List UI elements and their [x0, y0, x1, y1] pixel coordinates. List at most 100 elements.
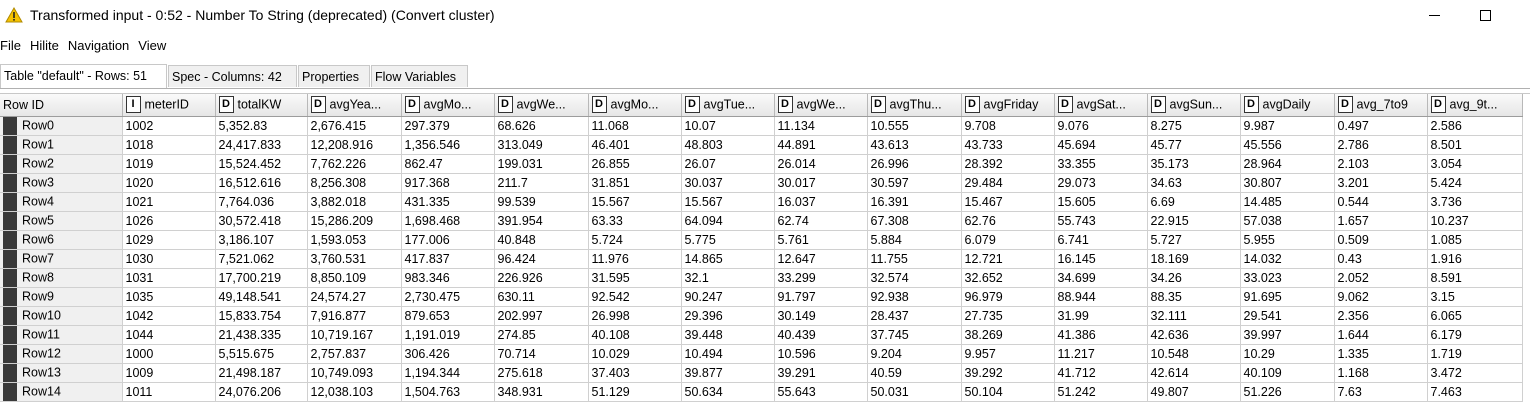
- column-header-row-id[interactable]: Row ID: [0, 94, 123, 117]
- table-cell[interactable]: 10,719.167: [307, 325, 402, 345]
- table-cell[interactable]: 1044: [122, 325, 216, 345]
- table-cell[interactable]: 1,698.468: [401, 211, 495, 231]
- table-cell[interactable]: 16.391: [867, 192, 962, 212]
- table-cell[interactable]: 50.634: [681, 382, 775, 402]
- table-cell[interactable]: 41.712: [1054, 363, 1148, 383]
- table-cell[interactable]: 42.636: [1147, 325, 1241, 345]
- table-cell[interactable]: 2.356: [1334, 306, 1428, 326]
- table-cell[interactable]: 15.467: [961, 192, 1055, 212]
- table-cell[interactable]: 8,256.308: [307, 173, 402, 193]
- table-cell[interactable]: 24,574.27: [307, 287, 402, 307]
- table-row[interactable]: Row12 1000 5,515.675 2,757.837 306.426 70.714…: [0, 344, 1523, 364]
- table-cell[interactable]: 5.424: [1427, 173, 1523, 193]
- row-id-cell[interactable]: Row3: [0, 173, 123, 193]
- table-cell[interactable]: 17,700.219: [215, 268, 308, 288]
- menu-file[interactable]: File: [0, 38, 21, 53]
- table-cell[interactable]: 2,730.475: [401, 287, 495, 307]
- menu-hilite[interactable]: Hilite: [29, 38, 59, 53]
- table-cell[interactable]: 50.031: [867, 382, 962, 402]
- table-cell[interactable]: 62.76: [961, 211, 1055, 231]
- table-cell[interactable]: 1.657: [1334, 211, 1428, 231]
- table-cell[interactable]: 2.052: [1334, 268, 1428, 288]
- table-cell[interactable]: 88.944: [1054, 287, 1148, 307]
- table-cell[interactable]: 0.509: [1334, 230, 1428, 250]
- table-cell[interactable]: 31.595: [588, 268, 682, 288]
- table-cell[interactable]: 1018: [122, 135, 216, 155]
- table-cell[interactable]: 6.179: [1427, 325, 1523, 345]
- row-id-cell[interactable]: Row2: [0, 154, 123, 174]
- table-cell[interactable]: 5.955: [1240, 230, 1335, 250]
- table-cell[interactable]: 11.976: [588, 249, 682, 269]
- table-cell[interactable]: 28.964: [1240, 154, 1335, 174]
- table-cell[interactable]: 879.653: [401, 306, 495, 326]
- table-cell[interactable]: 11.755: [867, 249, 962, 269]
- table-cell[interactable]: 1,504.763: [401, 382, 495, 402]
- table-cell[interactable]: 2.103: [1334, 154, 1428, 174]
- table-cell[interactable]: 9.076: [1054, 116, 1148, 136]
- menu-navigation[interactable]: Navigation: [67, 38, 130, 53]
- table-cell[interactable]: 7.63: [1334, 382, 1428, 402]
- table-cell[interactable]: 10,749.093: [307, 363, 402, 383]
- table-row[interactable]: Row3 1020 16,512.616 8,256.308 917.368 211.7 3…: [0, 173, 1523, 193]
- table-cell[interactable]: 26.998: [588, 306, 682, 326]
- table-cell[interactable]: 14.032: [1240, 249, 1335, 269]
- table-cell[interactable]: 10.548: [1147, 344, 1241, 364]
- table-cell[interactable]: 5,515.675: [215, 344, 308, 364]
- table-cell[interactable]: 34.699: [1054, 268, 1148, 288]
- table-cell[interactable]: 275.618: [494, 363, 589, 383]
- table-cell[interactable]: 12,038.103: [307, 382, 402, 402]
- table-cell[interactable]: 3.472: [1427, 363, 1523, 383]
- table-row[interactable]: Row0 1002 5,352.83 2,676.415 297.379 68.626 11…: [0, 116, 1523, 136]
- table-cell[interactable]: 3.201: [1334, 173, 1428, 193]
- table-cell[interactable]: 1,356.546: [401, 135, 495, 155]
- table-cell[interactable]: 3.054: [1427, 154, 1523, 174]
- table-cell[interactable]: 32.652: [961, 268, 1055, 288]
- table-cell[interactable]: 5.775: [681, 230, 775, 250]
- table-cell[interactable]: 24,417.833: [215, 135, 308, 155]
- table-cell[interactable]: 16.037: [774, 192, 868, 212]
- table-cell[interactable]: 55.643: [774, 382, 868, 402]
- table-cell[interactable]: 16,512.616: [215, 173, 308, 193]
- table-cell[interactable]: 29.073: [1054, 173, 1148, 193]
- table-cell[interactable]: 45.556: [1240, 135, 1335, 155]
- table-cell[interactable]: 30.597: [867, 173, 962, 193]
- table-cell[interactable]: 1009: [122, 363, 216, 383]
- table-cell[interactable]: 1.335: [1334, 344, 1428, 364]
- tab-flow-variables[interactable]: Flow Variables: [371, 65, 468, 87]
- table-cell[interactable]: 30.017: [774, 173, 868, 193]
- tab-table[interactable]: Table "default" - Rows: 51: [0, 64, 167, 88]
- table-cell[interactable]: 18.169: [1147, 249, 1241, 269]
- row-id-cell[interactable]: Row0: [0, 116, 123, 136]
- table-cell[interactable]: 40.108: [588, 325, 682, 345]
- table-cell[interactable]: 862.47: [401, 154, 495, 174]
- table-cell[interactable]: 917.368: [401, 173, 495, 193]
- table-cell[interactable]: 26.07: [681, 154, 775, 174]
- maximize-button[interactable]: [1471, 4, 1499, 26]
- table-cell[interactable]: 34.63: [1147, 173, 1241, 193]
- table-cell[interactable]: 33.299: [774, 268, 868, 288]
- table-cell[interactable]: 37.745: [867, 325, 962, 345]
- table-cell[interactable]: 11.217: [1054, 344, 1148, 364]
- table-cell[interactable]: 8.591: [1427, 268, 1523, 288]
- table-cell[interactable]: 29.396: [681, 306, 775, 326]
- table-cell[interactable]: 91.695: [1240, 287, 1335, 307]
- table-cell[interactable]: 55.743: [1054, 211, 1148, 231]
- table-cell[interactable]: 6.065: [1427, 306, 1523, 326]
- table-cell[interactable]: 306.426: [401, 344, 495, 364]
- table-cell[interactable]: 11.068: [588, 116, 682, 136]
- row-id-cell[interactable]: Row14: [0, 382, 123, 402]
- table-cell[interactable]: 92.938: [867, 287, 962, 307]
- table-cell[interactable]: 177.006: [401, 230, 495, 250]
- table-cell[interactable]: 3,760.531: [307, 249, 402, 269]
- table-cell[interactable]: 32.111: [1147, 306, 1241, 326]
- row-id-cell[interactable]: Row11: [0, 325, 123, 345]
- table-cell[interactable]: 10.237: [1427, 211, 1523, 231]
- table-cell[interactable]: 10.555: [867, 116, 962, 136]
- table-cell[interactable]: 10.029: [588, 344, 682, 364]
- table-cell[interactable]: 15.567: [588, 192, 682, 212]
